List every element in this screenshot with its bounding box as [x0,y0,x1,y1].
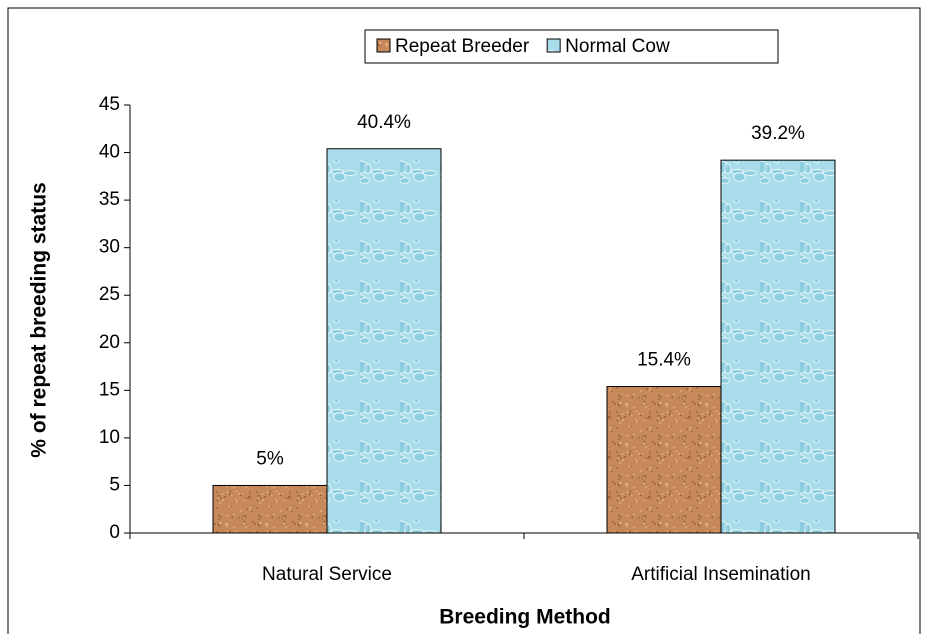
legend: Repeat Breeder Normal Cow [364,29,779,64]
bar [212,484,328,534]
chart-frame [7,7,921,634]
y-tick-label: 0 [109,522,120,543]
legend-swatch [376,38,391,53]
y-tick-label: 15 [99,379,120,400]
bar [720,159,836,534]
legend-box [364,29,779,64]
bar [326,148,442,534]
y-tick-label: 10 [99,427,120,448]
y-tick-label: 25 [99,284,120,305]
y-axis-label: % of repeat breeding status [28,182,51,457]
data-label: 5% [256,448,284,469]
bar [606,386,722,534]
legend-label: Normal Cow [565,36,670,57]
x-tick-label: Artificial Insemination [631,564,811,585]
data-label: 15.4% [637,350,691,371]
y-tick-label: 5 [109,474,120,495]
legend-label: Repeat Breeder [395,36,530,57]
y-tick-label: 20 [99,332,120,353]
y-tick-label: 45 [99,94,120,115]
legend-swatch [546,38,561,53]
data-label: 39.2% [751,123,805,144]
x-tick-label: Natural Service [262,564,392,585]
y-tick-label: 40 [99,142,120,163]
y-tick-label: 30 [99,237,120,258]
y-tick-label: 35 [99,189,120,210]
data-label: 40.4% [357,112,411,133]
x-axis-label: Breeding Method [439,606,611,629]
